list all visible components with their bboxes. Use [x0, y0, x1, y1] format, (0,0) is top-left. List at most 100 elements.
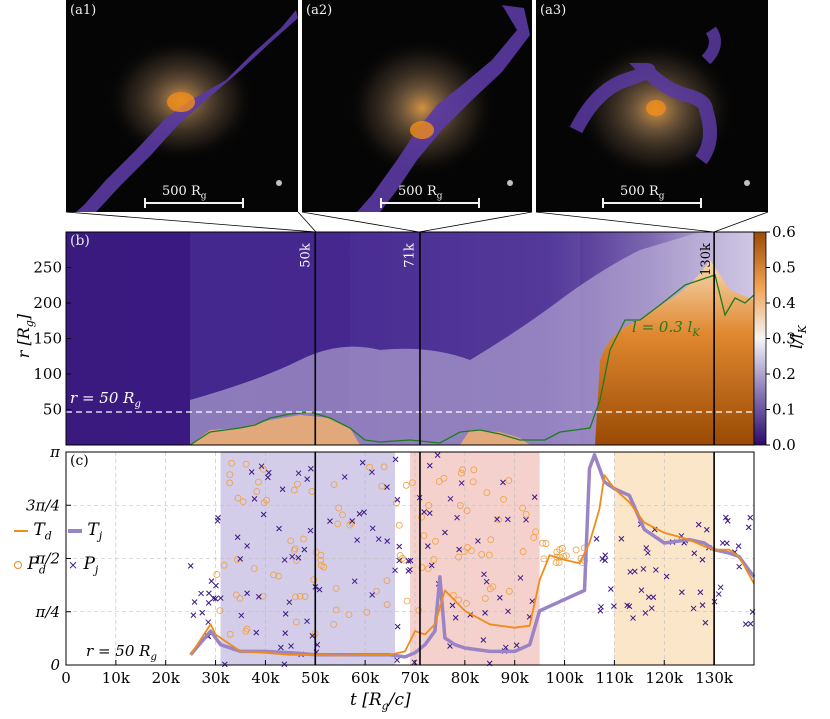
- scatter-point-Pj: [691, 550, 698, 557]
- scatter-point-Pd: [294, 480, 301, 488]
- ytick-label: 50: [43, 401, 62, 419]
- scatter-point-Pj: [349, 518, 356, 524]
- scatter-point-Pj: [648, 605, 655, 612]
- scatter-point-Pj: [517, 575, 524, 581]
- ytick-label: 3π/4: [26, 496, 60, 514]
- scatter-point-Pd: [556, 546, 564, 553]
- scatter-point-Pd: [580, 544, 588, 552]
- scatter-point-Pj: [736, 563, 743, 570]
- scatter-point-Pj: [205, 619, 212, 626]
- scatter-point-Pj: [282, 611, 289, 617]
- scatter-point-Pj: [260, 511, 267, 518]
- scatter-point-Pd: [420, 532, 428, 540]
- scatter-point-Pj: [630, 615, 636, 621]
- scatter-point-Pj: [449, 602, 456, 609]
- panel-c-lines: [189, 453, 756, 659]
- scatter-point-Pj: [369, 525, 376, 532]
- scatter-point-Pd: [455, 553, 462, 561]
- render-a3-graphic: [536, 0, 768, 212]
- scatter-point-Pj: [644, 550, 651, 556]
- scatter-point-Pd: [395, 521, 403, 529]
- shaded-interval: [220, 452, 396, 665]
- scatter-point-Pj: [407, 557, 414, 564]
- legend-item-Tj: Tj: [68, 520, 102, 542]
- series-line-T_j: [189, 453, 756, 659]
- panel-c-shading: [220, 452, 715, 665]
- scatter-point-Pj: [190, 612, 197, 618]
- render-panel-a1: (a1) 500 Rg: [66, 0, 298, 212]
- xtick-label: 110k: [596, 669, 635, 687]
- scatter-point-Pj: [279, 486, 286, 493]
- scatter-point-Pj: [405, 568, 412, 574]
- scatter-point-Pd: [555, 559, 563, 566]
- scatter-point-Pj: [208, 578, 215, 584]
- scatter-point-Pd: [373, 587, 380, 595]
- scatter-point-Pj: [598, 603, 604, 610]
- scatter-point-Pj: [265, 474, 271, 481]
- scatter-point-Pj: [715, 591, 722, 597]
- scatter-point-Pd: [470, 466, 478, 474]
- scatter-point-Pj: [435, 580, 442, 587]
- scatter-point-Pj: [217, 595, 224, 601]
- scatter-point-Pj: [682, 537, 689, 544]
- scatter-point-Pj: [304, 476, 311, 483]
- scatter-point-Pj: [703, 526, 710, 533]
- scatter-point-Pj: [523, 516, 529, 523]
- scatter-point-Pd: [409, 479, 416, 487]
- cbar-tick-label: 0.2: [772, 365, 796, 383]
- scatter-point-Pd: [317, 556, 325, 564]
- scatter-point-Pj: [502, 644, 509, 651]
- scatter-point-Pj: [626, 603, 633, 610]
- scatter-point-Pj: [251, 495, 258, 502]
- scatter-point-Pd: [459, 466, 466, 474]
- scatter-point-Pd: [320, 563, 328, 571]
- scatter-point-Pd: [260, 499, 268, 507]
- scatter-point-Pj: [341, 474, 348, 480]
- ytick-label: 100: [33, 365, 62, 383]
- scatter-point-Pj: [711, 598, 718, 605]
- scatter-point-Pd: [581, 557, 588, 564]
- scatter-point-Pj: [304, 618, 310, 625]
- scatter-point-Pd: [519, 504, 527, 512]
- cbar-label: l/lK: [786, 325, 810, 350]
- scatter-point-Pj: [640, 566, 647, 572]
- scatter-point-Pd: [402, 481, 410, 489]
- scatter-point-Pd: [259, 592, 267, 600]
- scatter-point-Pj: [643, 545, 650, 551]
- scatter-point-Pd: [220, 561, 228, 569]
- scatter-point-Pj: [681, 539, 688, 546]
- scatter-point-Pd: [489, 583, 497, 591]
- scatter-point-Pj: [392, 567, 398, 574]
- scatter-point-Pj: [416, 494, 423, 501]
- scale-label: 500 Rg: [398, 184, 443, 202]
- scatter-point-Pd: [468, 547, 475, 555]
- scatter-point-Pj: [384, 538, 391, 544]
- scatter-point-Pj: [650, 594, 657, 601]
- scatter-point-Pj: [699, 556, 706, 563]
- scatter-point-Pd: [292, 618, 300, 626]
- xtick-label: 60k: [351, 669, 380, 687]
- scatter-point-Pd: [334, 520, 342, 528]
- xtick-label: 100k: [546, 669, 585, 687]
- scatter-point-Pj: [314, 641, 321, 648]
- scatter-point-Pj: [678, 533, 685, 539]
- xtick-label: 10k: [102, 669, 131, 687]
- scatter-point-Pj: [599, 556, 606, 562]
- scatter-point-Pd: [558, 544, 566, 552]
- scatter-point-Pd: [383, 601, 391, 608]
- ytick-label: 150: [33, 330, 62, 348]
- scatter-point-Pj: [206, 590, 212, 597]
- scatter-point-Pj: [483, 578, 490, 585]
- scatter-point-Pd: [263, 496, 271, 504]
- scatter-point-Pj: [602, 557, 608, 564]
- scatter-point-Pj: [394, 657, 400, 663]
- scatter-point-Pd: [330, 620, 337, 628]
- scatter-point-Pj: [602, 552, 609, 559]
- scatter-point-Pj: [396, 543, 403, 550]
- scatter-point-Pd: [460, 548, 468, 556]
- scatter-point-Pd: [310, 576, 318, 584]
- scatter-point-Pj: [205, 600, 212, 606]
- scatter-point-Pd: [578, 559, 586, 566]
- scatter-point-Pj: [526, 614, 533, 620]
- scale-bar: [380, 198, 480, 208]
